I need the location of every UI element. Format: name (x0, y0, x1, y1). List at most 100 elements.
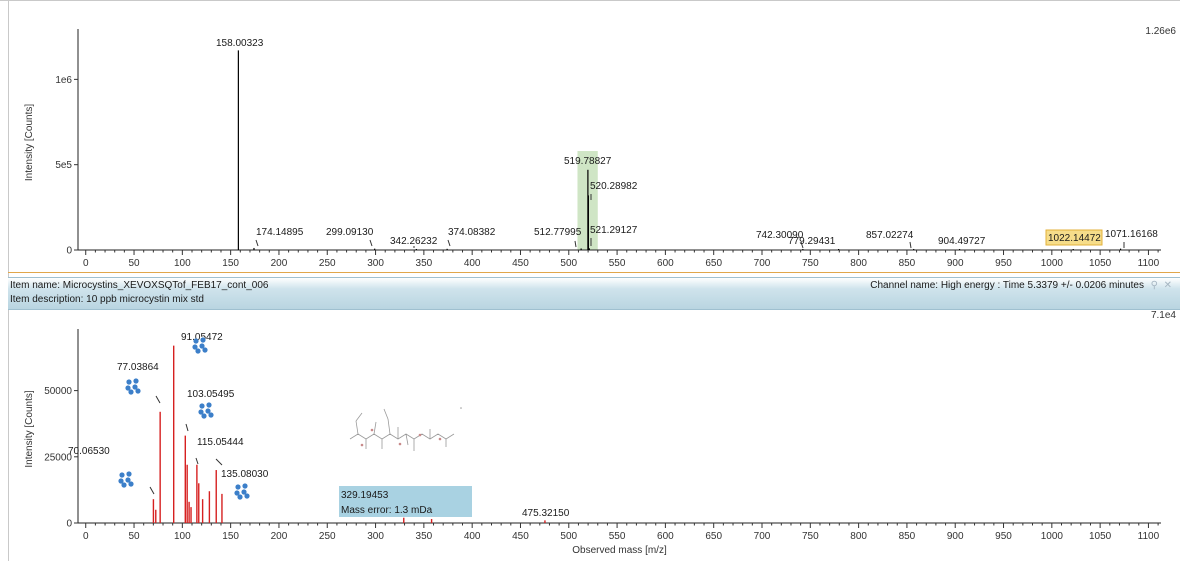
fragment-structure-icon[interactable] (234, 483, 250, 500)
x-tick-label: 250 (319, 531, 336, 542)
peak-label-leader (195, 457, 199, 465)
x-tick-label: 200 (271, 531, 288, 542)
x-tick-label: 0 (83, 531, 89, 542)
top-chart-y-axis-title: Intensity [Counts] (24, 104, 35, 181)
peak-label-leader (447, 239, 451, 247)
peak-label[interactable]: 91.05472 (181, 332, 223, 343)
x-tick-label: 700 (754, 258, 771, 269)
peak-label-leader (369, 239, 373, 247)
x-tick-label: 650 (705, 531, 722, 542)
x-tick-label: 650 (705, 258, 722, 269)
bottom-chart-y-axis-title: Intensity [Counts] (24, 390, 35, 467)
peak-label[interactable]: 779.29431 (788, 236, 836, 247)
peak-label[interactable]: 519.78827 (564, 156, 612, 167)
x-tick-label: 800 (850, 531, 867, 542)
peak-label[interactable]: 77.03864 (117, 362, 159, 373)
x-tick-label: 150 (222, 258, 239, 269)
peak-label[interactable]: 857.02274 (866, 230, 914, 241)
peak-label[interactable]: 475.32150 (522, 508, 570, 519)
x-tick-label: 350 (416, 531, 433, 542)
x-tick-label: 600 (657, 531, 674, 542)
peak-label-leader (909, 241, 912, 249)
highlighted-peak-box[interactable] (1045, 229, 1103, 246)
x-tick-label: 100 (174, 258, 191, 269)
x-tick-label: 1050 (1089, 258, 1112, 269)
x-tick-label: 950 (995, 258, 1012, 269)
peak-label[interactable]: 158.00323 (216, 38, 264, 49)
peak-label[interactable]: 742.30090 (756, 230, 804, 241)
fragment-structure-icon[interactable] (192, 337, 208, 354)
x-tick-label: 450 (512, 258, 529, 269)
x-tick-label: 900 (947, 531, 964, 542)
x-tick-label: 500 (560, 258, 577, 269)
tooltip-background (339, 486, 472, 517)
peak-label[interactable]: 115.05444 (197, 437, 244, 448)
fragment-structure-icon[interactable] (118, 471, 134, 488)
x-tick-label: 550 (609, 258, 626, 269)
peak-label-leader (215, 458, 223, 466)
peak-label[interactable]: 174.14895 (256, 227, 304, 238)
peak-label-leader (149, 486, 155, 495)
x-tick-label: 500 (560, 531, 577, 542)
x-tick-label: 1100 (1138, 258, 1160, 269)
peak-label-leader (155, 395, 161, 404)
fragment-structure-icon[interactable] (198, 402, 214, 419)
panel-divider[interactable] (8, 272, 1180, 273)
item-name-label: Item name: Microcystins_XEVOXSQTof_FEB17… (10, 280, 269, 291)
x-tick-label: 850 (899, 531, 916, 542)
x-tick-label: 1000 (1041, 531, 1064, 542)
x-tick-label: 300 (367, 531, 384, 542)
molecule-structure-image[interactable] (349, 407, 462, 451)
peak-label[interactable]: 342.26232 (390, 236, 438, 247)
x-tick-label: 100 (174, 531, 191, 542)
x-tick-label: 750 (802, 531, 819, 542)
tooltip-mz: 329.19453 (341, 490, 389, 501)
y-tick-label: 0 (66, 246, 72, 257)
peak-label[interactable]: 1071.16168 (1105, 229, 1158, 240)
peak-label[interactable]: 520.28982 (590, 181, 638, 192)
top-border (0, 0, 1180, 1)
bottom-spectrum-chart[interactable]: 0 50 100 150 200 250 300 350 400 450 500 550 600 650 7… (0, 309, 1180, 561)
peak-label[interactable]: 70.06530 (68, 446, 110, 457)
x-tick-label: 400 (464, 258, 481, 269)
peak-label-leader (800, 241, 804, 249)
fragment-structure-icon[interactable] (125, 378, 141, 395)
y-tick-label: 0 (66, 519, 72, 530)
bottom-chart-max-intensity-label: 7.1e4 (1151, 310, 1176, 321)
peak-label[interactable]: 374.08382 (448, 227, 496, 238)
pin-icon[interactable]: ⚲ (1150, 280, 1158, 291)
x-tick-label: 50 (128, 258, 140, 269)
top-spectrum-chart[interactable]: 0 50 100 150 200 250 300 350 400 450 500 550 600 650 7… (0, 0, 1180, 272)
y-tick-label: 50000 (44, 386, 72, 397)
peak-label[interactable]: 904.49727 (938, 236, 986, 247)
x-tick-label: 950 (995, 531, 1012, 542)
x-tick-label: 150 (222, 531, 239, 542)
close-icon[interactable]: ✕ (1163, 280, 1172, 291)
x-tick-label: 1050 (1089, 531, 1112, 542)
x-tick-label: 450 (512, 531, 529, 542)
x-tick-label: 600 (657, 258, 674, 269)
channel-name-label: Channel name: High energy : Time 5.3379 … (870, 280, 1144, 291)
x-tick-label: 750 (802, 258, 819, 269)
peak-label-leader (185, 423, 189, 432)
peak-label[interactable]: 521.29127 (590, 225, 638, 236)
x-tick-label: 900 (947, 258, 964, 269)
y-tick-label: 25000 (44, 452, 72, 463)
peak-label[interactable]: 1022.14472 (1048, 233, 1101, 244)
peak-label[interactable]: 103.05495 (187, 389, 235, 400)
tooltip-mass-error: Mass error: 1.3 mDa (341, 505, 433, 516)
x-tick-label: 400 (464, 531, 481, 542)
x-tick-label: 800 (850, 258, 867, 269)
peak-label[interactable]: 512.77995 (534, 227, 582, 238)
peak-label-leader (255, 239, 259, 247)
peak-label[interactable]: 299.09130 (326, 227, 374, 238)
item-description-label: Item description: 10 ppb microcystin mix… (10, 294, 204, 305)
x-tick-label: 200 (271, 258, 288, 269)
peak-tooltip: 329.19453 Mass error: 1.3 mDa (339, 486, 472, 517)
peak-label[interactable]: 135.08030 (221, 469, 269, 480)
x-tick-label: 50 (128, 531, 140, 542)
top-chart-max-intensity-label: 1.26e6 (1145, 26, 1176, 37)
x-tick-label: 850 (899, 258, 916, 269)
x-tick-label: 0 (83, 258, 89, 269)
